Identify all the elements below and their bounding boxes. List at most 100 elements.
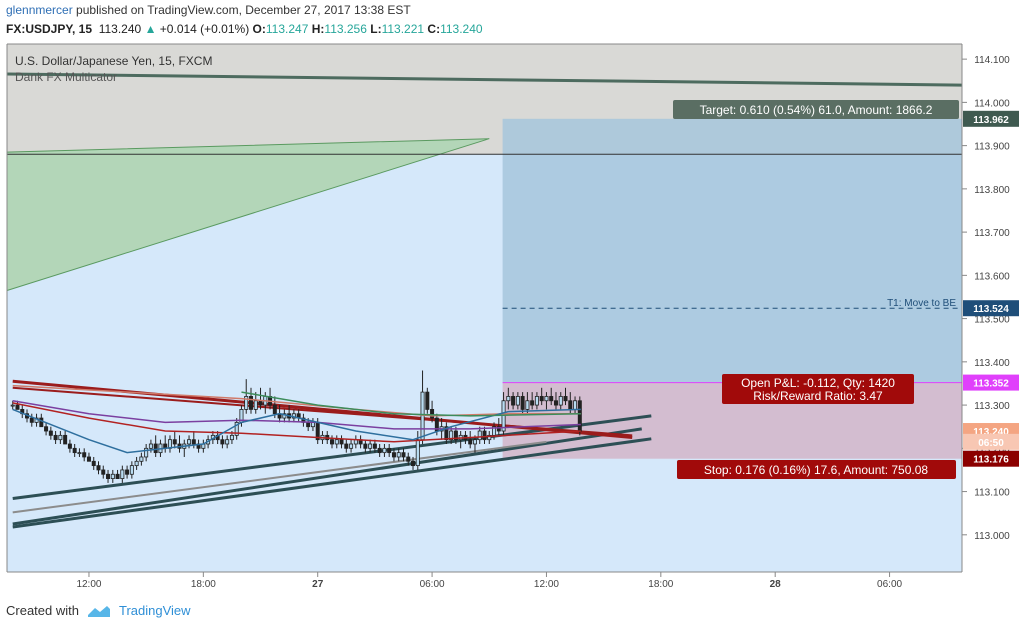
open-label: O: <box>252 22 266 36</box>
candle-body <box>115 473 120 479</box>
y-tick-label: 113.000 <box>974 531 1010 542</box>
candle-body <box>96 465 101 471</box>
candle-body <box>144 447 149 458</box>
candle-body <box>368 443 373 449</box>
candle-body <box>125 469 130 475</box>
tradingview-link[interactable]: TradingView <box>118 603 191 618</box>
candle-body <box>72 447 77 454</box>
candle-body <box>401 452 406 458</box>
candle-body <box>153 443 158 454</box>
indicator-legend: Dank FX Multicator <box>15 70 117 84</box>
y-tick-label: 113.100 <box>974 488 1010 499</box>
upper-trendline <box>6 72 963 87</box>
candle-body <box>387 447 392 454</box>
up-arrow-icon: ▲ <box>144 22 157 36</box>
footer: Created with TradingView <box>6 603 191 618</box>
candle-body <box>191 439 196 445</box>
candle-body <box>86 456 91 462</box>
candle-body <box>577 400 582 432</box>
price-tag-label: 113.176 <box>973 455 1009 466</box>
symbol-label: FX:USDJPY, 15 <box>6 22 93 36</box>
candle-body <box>229 434 234 441</box>
candle-body <box>306 421 311 428</box>
candle-body <box>444 426 449 441</box>
x-tick-label: 12:00 <box>76 579 101 590</box>
price-tag-label: 113.240 <box>973 427 1009 438</box>
x-tick-label: 06:00 <box>877 579 902 590</box>
price-tag-label: 06:50 <box>978 438 1004 449</box>
price-chart[interactable]: 113.000113.100113.200113.300113.400113.5… <box>0 0 1020 600</box>
close-label: C: <box>427 22 441 36</box>
candle-body <box>544 396 549 402</box>
svg-text:Target: 0.610 (0.54%) 61.0, Am: Target: 0.610 (0.54%) 61.0, Amount: 1866… <box>700 103 933 117</box>
candle-body <box>53 434 58 441</box>
candle-body <box>525 400 530 410</box>
candle-body <box>496 426 501 432</box>
candle-body <box>487 434 492 441</box>
candle-body <box>148 443 153 449</box>
candle-body <box>334 439 339 445</box>
target-label: Target: 0.610 (0.54%) 61.0, Amount: 1866… <box>673 100 959 119</box>
candle-body <box>220 439 225 445</box>
candle-body <box>573 400 578 410</box>
author-link[interactable]: glennmercer <box>6 3 73 17</box>
svg-text:Risk/Reward Ratio: 3.47: Risk/Reward Ratio: 3.47 <box>753 389 883 403</box>
ma-green <box>241 391 581 417</box>
candle-body <box>530 400 535 406</box>
price-tag <box>963 374 1019 391</box>
stop-label: Stop: 0.176 (0.16%) 17.6, Amount: 750.08 <box>677 460 956 479</box>
candle-body <box>563 396 568 402</box>
publication-header: glennmercer published on TradingView.com… <box>6 3 411 17</box>
t1-label: T1: Move to BE <box>887 298 956 309</box>
price-tag <box>963 300 1019 317</box>
candle-body <box>82 452 87 458</box>
candle-body <box>15 404 20 410</box>
candle-body <box>187 439 192 445</box>
candle-body <box>258 400 263 406</box>
x-tick-label: 12:00 <box>534 579 559 590</box>
candle-body <box>39 417 44 428</box>
support-trendline-2 <box>12 427 642 526</box>
ma-red <box>12 402 581 443</box>
candle-body <box>506 396 511 402</box>
last-price: 113.240 <box>98 22 142 36</box>
ma-blue <box>12 408 581 454</box>
candle-body <box>139 456 144 462</box>
y-tick-label: 113.800 <box>974 185 1010 196</box>
candle-body <box>44 426 49 432</box>
x-tick-label: 18:00 <box>191 579 216 590</box>
candle-body <box>91 460 96 467</box>
x-tick-label: 06:00 <box>420 579 445 590</box>
candle-body <box>272 404 277 415</box>
candle-body <box>406 456 411 462</box>
candle-body <box>482 430 487 441</box>
y-tick-label: 114.100 <box>974 55 1010 66</box>
open-value: 113.247 <box>265 22 309 36</box>
candle-body <box>106 473 111 479</box>
y-tick-label: 113.900 <box>974 142 1010 153</box>
target-zone <box>502 118 962 383</box>
candle-body <box>244 396 249 410</box>
candle-body <box>29 417 34 423</box>
candle-body <box>425 391 430 410</box>
x-tick-label: 27 <box>312 579 324 590</box>
candle-body <box>58 434 63 441</box>
x-tick-label: 18:00 <box>648 579 673 590</box>
resistance-trendline-2 <box>12 386 633 437</box>
candle-body <box>377 447 382 454</box>
close-value: 113.240 <box>440 22 483 36</box>
candle-body <box>101 469 106 475</box>
candle-body <box>539 396 544 402</box>
candle-body <box>477 430 482 441</box>
candle-body <box>515 396 520 406</box>
candle-body <box>411 460 416 467</box>
candle-body <box>110 473 115 479</box>
candle-body <box>430 409 435 419</box>
svg-text:Stop: 0.176 (0.16%) 17.6, Amou: Stop: 0.176 (0.16%) 17.6, Amount: 750.08 <box>704 463 928 477</box>
candle-body <box>568 400 573 410</box>
pnl-label: Open P&L: -0.112, Qty: 1420 Risk/Reward … <box>722 374 914 404</box>
candle-body <box>10 404 15 407</box>
price-tag <box>963 450 1019 467</box>
candle-body <box>396 452 401 458</box>
y-tick-label: 113.500 <box>974 315 1010 326</box>
